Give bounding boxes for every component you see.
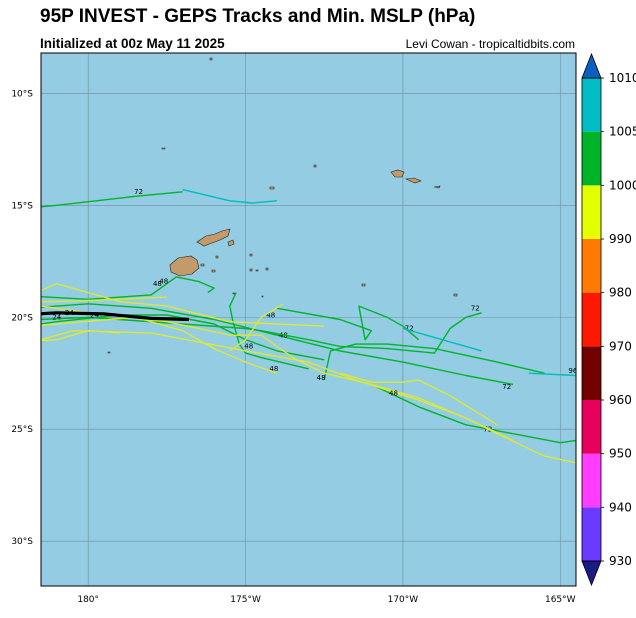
track-hour-label: 48 xyxy=(269,365,278,373)
track-hour-label: 48 xyxy=(389,390,398,398)
map-frame xyxy=(40,52,577,587)
mean-mslp-label-bg xyxy=(0,288,27,302)
member-track xyxy=(182,188,278,204)
member-track xyxy=(41,316,278,374)
colorbar-bin xyxy=(582,453,601,508)
lon-tick-label: 165°W xyxy=(545,595,576,605)
colorbar-bin xyxy=(582,78,601,132)
member-track xyxy=(41,276,215,300)
island-upolu xyxy=(404,177,422,184)
islet xyxy=(255,269,259,272)
islet xyxy=(269,186,275,190)
lon-tick-label: 180° xyxy=(77,595,99,605)
islet xyxy=(215,255,219,259)
island-savaii xyxy=(390,169,405,178)
axis-labels: 10°S15°S20°S25°S30°S175°E180°175°W170°W1… xyxy=(11,89,576,605)
islet xyxy=(249,253,253,257)
chart-title: 95P INVEST - GEPS Tracks and Min. MSLP (… xyxy=(40,6,476,27)
lat-tick-label: 15°S xyxy=(11,201,33,211)
member-track xyxy=(402,327,482,352)
colorbar-tick-label: 980 xyxy=(609,286,632,300)
colorbar-tick-label: 950 xyxy=(609,447,632,461)
track-hour-label: 96 xyxy=(568,367,577,375)
colorbar-frame xyxy=(581,77,602,562)
colorbar-bin xyxy=(582,400,601,454)
lon-tick-label: 170°W xyxy=(388,595,419,605)
credit-label: Levi Cowan - tropicaltidbits.com xyxy=(405,37,575,51)
colorbar-bin xyxy=(582,131,601,186)
track-hour-label: 48 xyxy=(153,280,162,288)
lat-tick-label: 10°S xyxy=(11,89,33,99)
colorbar-bin xyxy=(582,346,601,400)
colorbar-underflow-arrow xyxy=(581,560,602,587)
islet xyxy=(107,351,111,354)
lat-tick-label: 20°S xyxy=(11,313,33,323)
islet xyxy=(361,283,366,287)
member-track xyxy=(528,372,576,377)
island-tutuila xyxy=(433,185,441,189)
track-hour-label: 72 xyxy=(502,383,511,391)
member-track xyxy=(41,303,514,386)
colorbar-tick-label: 1000 xyxy=(609,178,636,192)
mslp-colorbar: 930 940 950 960 970 980 990 1000 1005 1010 xyxy=(581,52,636,587)
islet xyxy=(261,295,264,298)
islet xyxy=(211,269,216,273)
islet xyxy=(200,263,205,267)
member-track xyxy=(339,372,498,426)
track-hour-label: 72 xyxy=(134,188,143,196)
member-track xyxy=(41,305,514,442)
land-masses xyxy=(107,57,458,354)
islet xyxy=(209,57,213,61)
colorbar-bin xyxy=(582,239,601,293)
island-vanua-levu xyxy=(196,228,231,247)
member-track xyxy=(41,283,325,327)
ocean-background xyxy=(41,53,576,586)
islet xyxy=(249,268,253,272)
lon-tick-label: 175°W xyxy=(230,595,261,605)
island-viti-levu xyxy=(169,255,200,277)
member-track xyxy=(229,303,284,352)
colorbar-overflow-arrow xyxy=(581,52,602,79)
ensemble-mean-track: 1002mb998mb24 xyxy=(0,288,189,322)
island-taveuni xyxy=(227,239,235,247)
colorbar-tick-label: 960 xyxy=(609,393,632,407)
colorbar-bin xyxy=(582,292,601,347)
islet xyxy=(313,164,317,168)
lat-tick-label: 25°S xyxy=(11,425,33,435)
mean-mslp-label: 998mb xyxy=(0,288,25,302)
track-hour-label: 72 xyxy=(471,305,480,313)
track-hour-label: 72 xyxy=(405,325,414,333)
member-track xyxy=(41,314,325,361)
colorbar-tick-label: 990 xyxy=(609,232,632,246)
islet xyxy=(232,292,236,295)
islet xyxy=(265,267,269,271)
mean-track-line xyxy=(41,311,189,322)
member-track xyxy=(41,191,183,208)
islet xyxy=(161,147,166,150)
colorbar-tick-label: 1010 xyxy=(609,71,636,85)
init-time-subtitle: Initialized at 00z May 11 2025 xyxy=(40,36,225,51)
member-track xyxy=(41,296,167,303)
colorbar-tick-label: 1005 xyxy=(609,125,636,139)
member-track xyxy=(323,343,545,381)
track-hour-label: 24 xyxy=(52,314,61,322)
member-track xyxy=(41,330,120,342)
track-hour-label: 48 xyxy=(266,311,275,319)
islet xyxy=(453,293,458,297)
colorbar-tick-label: 970 xyxy=(609,339,632,353)
colorbar-bin xyxy=(582,507,601,561)
colorbar-bin xyxy=(582,185,601,239)
lat-tick-label: 30°S xyxy=(11,537,33,547)
colorbar-tick-label: 940 xyxy=(609,500,632,514)
track-hour-label: 48 xyxy=(317,374,326,382)
track-hour-label: 48 xyxy=(159,278,168,286)
member-track xyxy=(0,322,32,351)
member-track xyxy=(41,312,482,354)
member-track xyxy=(276,305,420,341)
track-hour-label: 48 xyxy=(244,343,253,351)
colorbar-tick-label: 930 xyxy=(609,554,632,568)
